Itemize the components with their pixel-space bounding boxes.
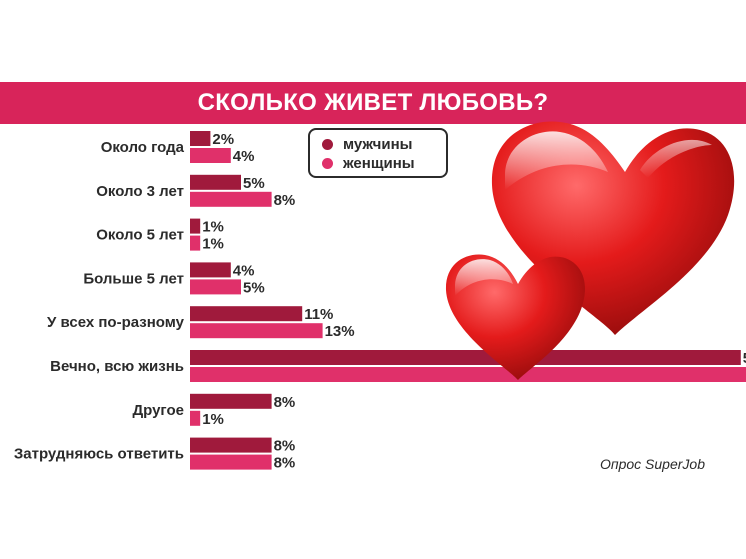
bar-women xyxy=(190,410,201,426)
bar-men xyxy=(190,174,241,190)
bar-men xyxy=(190,437,272,453)
bar-women xyxy=(190,148,231,163)
source-note: Опрос SuperJob xyxy=(600,456,705,472)
legend: мужчины женщины xyxy=(308,128,448,178)
category-label: Около 3 лет xyxy=(96,183,184,200)
bar-women xyxy=(190,279,241,295)
category-label: Больше 5 лет xyxy=(83,270,184,287)
bar-men xyxy=(190,306,303,322)
data-label: 13% xyxy=(325,323,355,340)
bar-men xyxy=(190,393,272,409)
legend-item-men: мужчины xyxy=(322,136,413,153)
bar-men xyxy=(190,262,231,278)
data-label: 1% xyxy=(202,219,224,236)
data-label: 2% xyxy=(212,131,234,148)
category-label: Другое xyxy=(132,402,184,419)
bar-women xyxy=(190,323,323,339)
small-heart-icon xyxy=(445,254,585,380)
chart-title-banner: СКОЛЬКО ЖИВЕТ ЛЮБОВЬ? xyxy=(0,82,746,124)
data-label: 8% xyxy=(274,192,296,209)
data-label: 8% xyxy=(274,394,296,411)
legend-label-women: женщины xyxy=(343,155,415,172)
data-label: 5% xyxy=(243,279,265,296)
category-label: Около 5 лет xyxy=(96,227,184,244)
bar-women xyxy=(190,191,272,207)
legend-label-men: мужчины xyxy=(343,136,413,153)
legend-swatch-women xyxy=(322,158,333,169)
bar-women xyxy=(190,235,201,251)
data-label: 1% xyxy=(202,236,224,253)
data-label: 8% xyxy=(274,438,296,455)
data-label: 8% xyxy=(274,455,296,472)
legend-swatch-men xyxy=(322,139,333,150)
chart-title: СКОЛЬКО ЖИВЕТ ЛЮБОВЬ? xyxy=(197,89,549,116)
data-label: 11% xyxy=(304,306,333,323)
category-label: Вечно, всю жизнь xyxy=(50,358,184,375)
data-label: 4% xyxy=(233,262,255,279)
data-label: 1% xyxy=(202,411,224,428)
bar-men xyxy=(190,350,741,365)
bar-women xyxy=(190,454,272,470)
category-label: У всех по-разному xyxy=(47,314,185,331)
data-label: 4% xyxy=(233,148,255,165)
category-label: Около года xyxy=(101,139,185,156)
bar-men xyxy=(190,131,211,146)
data-label: 5% xyxy=(243,175,265,192)
bar-men xyxy=(190,218,201,234)
bar-women xyxy=(190,367,746,382)
legend-item-women: женщины xyxy=(322,155,415,172)
category-label: Затрудняюсь ответить xyxy=(14,446,184,463)
data-label: 54% xyxy=(743,350,746,367)
